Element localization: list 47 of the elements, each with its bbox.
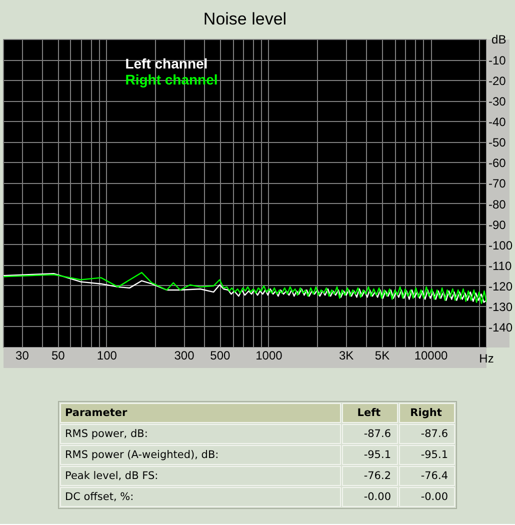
x-tick-label: 300 [174,348,195,362]
text: Parameter [60,403,341,423]
y-tick-label: -30 [488,94,506,109]
y-tick-label: -10 [488,54,506,68]
x-tick-label: 5K [374,348,390,362]
text: : [130,490,134,502]
text: : [154,470,158,482]
data-label: -95.1 [364,448,391,460]
x-tick-label: 3K [338,348,354,362]
data-label: -87.6 [420,428,448,440]
x-axis-title: Hz [479,352,494,366]
data-label: -0.00 [364,490,391,502]
category-label: RMS power (A-weighted), dB [65,448,216,460]
data-label: -95.1 [420,448,448,460]
y-tick-label: -20 [488,74,506,88]
x-tick-label: 500 [210,348,231,362]
series-label: Left [342,403,398,423]
x-tick-label: 50 [51,348,66,362]
x-tick-label: 100 [96,348,118,362]
x-tick-label: 1000 [256,348,283,362]
category-label: DC offset, % [65,490,130,502]
y-tick-label: -60 [488,156,506,170]
text: : [215,448,219,460]
y-tick-label: -40 [488,115,506,130]
y-tick-label: -70 [488,176,506,191]
y-tick-label: -130 [488,300,513,314]
data-label: -0.00 [420,490,448,502]
text: Right channel [125,72,218,88]
category-label: RMS power, dB [65,428,144,440]
y-tick-label: -120 [488,279,513,294]
text: Right [399,403,455,423]
data-label: -76.4 [420,470,448,482]
text: Left channel [125,56,208,72]
chart-title: Noise level [203,10,287,28]
y-tick-label: -100 [488,238,513,252]
data-label: -87.6 [364,428,391,440]
y-tick-label: -110 [488,258,512,273]
x-tick-label: 10000 [414,348,448,362]
y-tick-label: -50 [488,136,506,150]
y-tick-label: -140 [488,320,513,334]
category-label: Peak level, dB FS [65,470,155,482]
text: : [144,428,148,440]
x-tick-label: 30 [16,348,30,362]
y-tick-label: -80 [488,197,506,212]
y-tick-label: -90 [488,218,506,232]
data-label: -76.2 [364,470,391,482]
y-axis-title: dB [492,32,506,46]
